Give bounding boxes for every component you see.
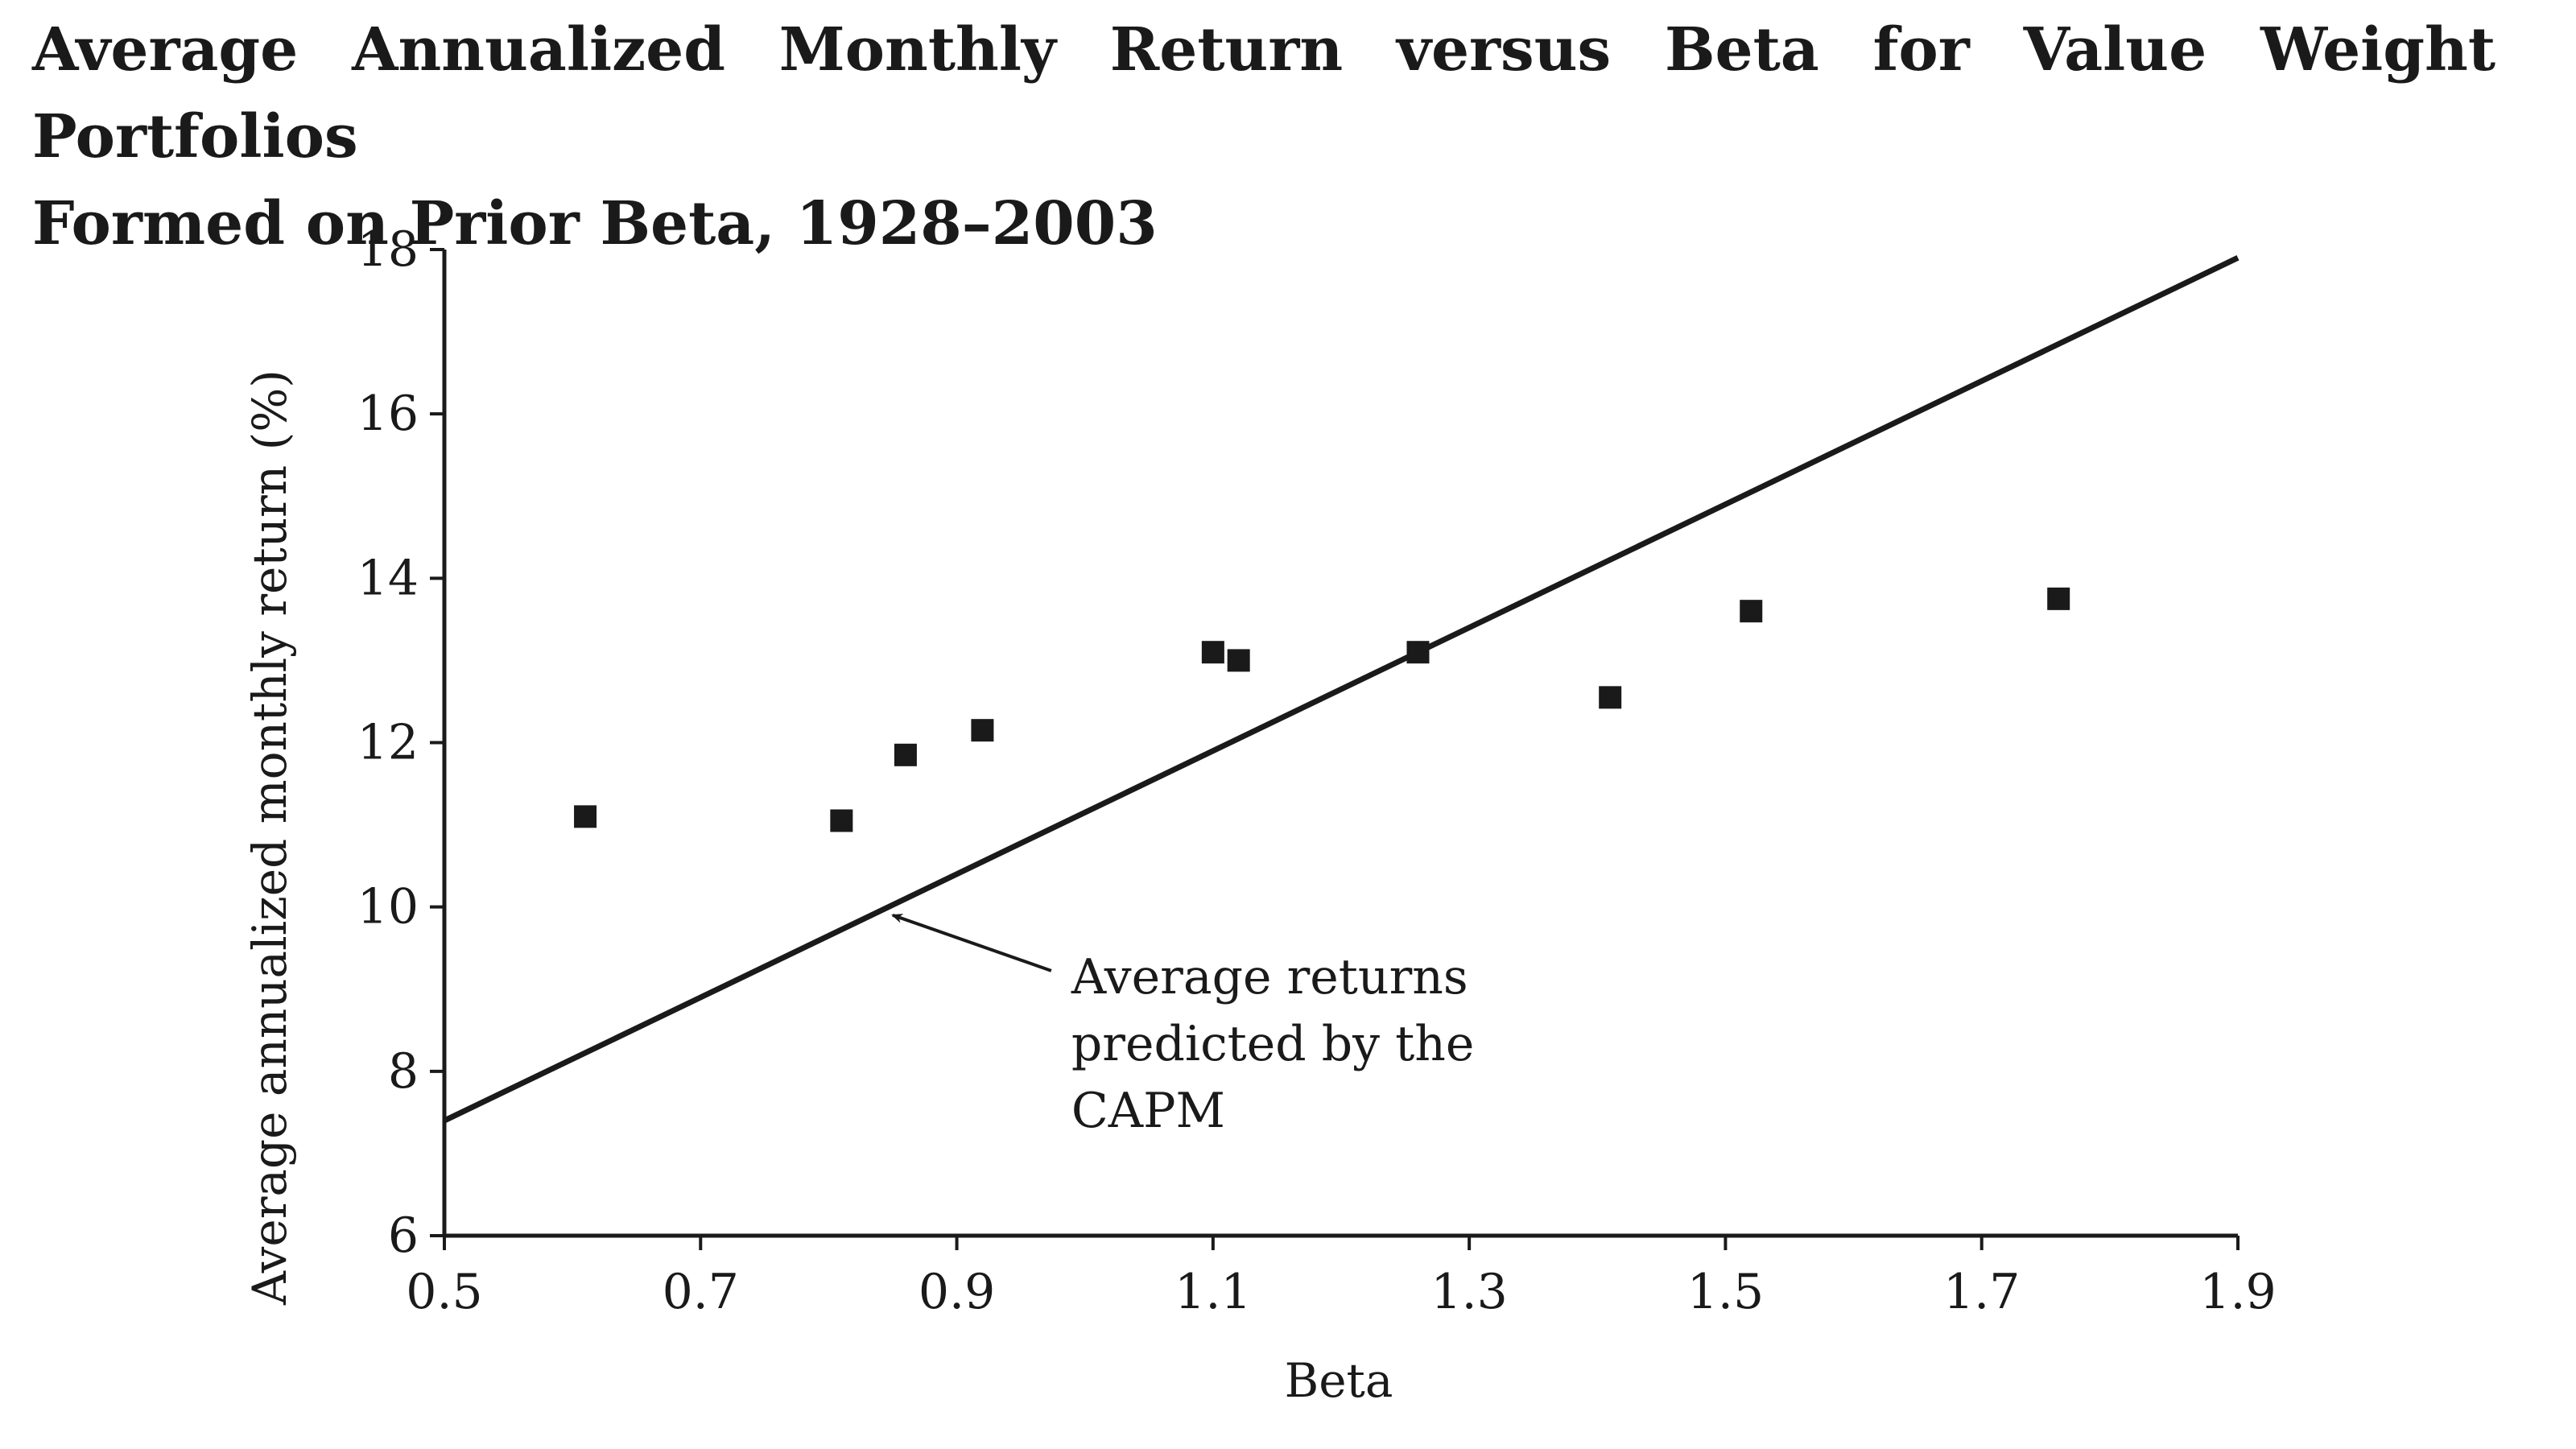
chart-title: Average Annualized Monthly Return versus… <box>32 6 2496 267</box>
chart-title-line-1: Average Annualized Monthly Return versus… <box>32 15 2496 171</box>
data-point <box>1227 649 1250 672</box>
x-tick-label: 0.9 <box>919 1264 995 1320</box>
y-tick-label: 6 <box>388 1208 419 1264</box>
data-point <box>1740 600 1763 623</box>
y-axis-label: Average annualized monthly return (%) <box>242 369 297 1306</box>
x-axis-label: Beta <box>1285 1353 1393 1408</box>
x-tick-label: 1.5 <box>1687 1264 1764 1320</box>
y-tick-label: 18 <box>357 221 419 278</box>
capm-line-layer <box>443 255 2240 1124</box>
y-tick-label: 8 <box>388 1043 419 1100</box>
tick-layer: 0.5 0.7 0.9 1.1 1.3 1.5 1.7 1.9 6 8 10 12 14 16 18 <box>357 221 2277 1320</box>
data-point <box>1201 641 1224 664</box>
annotation-layer: Average returns predicted by the CAPM <box>891 913 1475 1139</box>
capm-line <box>443 255 2240 1124</box>
data-point <box>1599 686 1622 709</box>
data-point <box>894 743 917 766</box>
data-point <box>971 719 994 742</box>
x-tick-label: 1.1 <box>1174 1264 1251 1320</box>
y-tick-label: 14 <box>357 550 419 606</box>
annotation-arrow <box>891 913 1052 972</box>
x-tick-label: 0.5 <box>406 1264 482 1320</box>
x-tick-label: 1.9 <box>2199 1264 2276 1320</box>
chart-title-line-2: Formed on Prior Beta, 1928–2003 <box>32 189 1158 258</box>
y-tick-label: 16 <box>357 386 419 442</box>
data-point <box>830 809 853 832</box>
annotation-text-line: Average returns <box>1071 949 1468 1005</box>
data-points-layer <box>574 587 2070 832</box>
y-tick-label: 12 <box>357 715 419 771</box>
y-tick-label: 10 <box>357 879 419 935</box>
data-point <box>2047 587 2070 610</box>
annotation-text-line: CAPM <box>1071 1083 1225 1139</box>
x-tick-label: 1.7 <box>1943 1264 2020 1320</box>
x-tick-label: 1.3 <box>1430 1264 1507 1320</box>
x-tick-label: 0.7 <box>663 1264 739 1320</box>
data-point <box>574 805 597 828</box>
annotation-text-line: predicted by the <box>1071 1016 1475 1072</box>
data-point <box>1406 641 1430 664</box>
